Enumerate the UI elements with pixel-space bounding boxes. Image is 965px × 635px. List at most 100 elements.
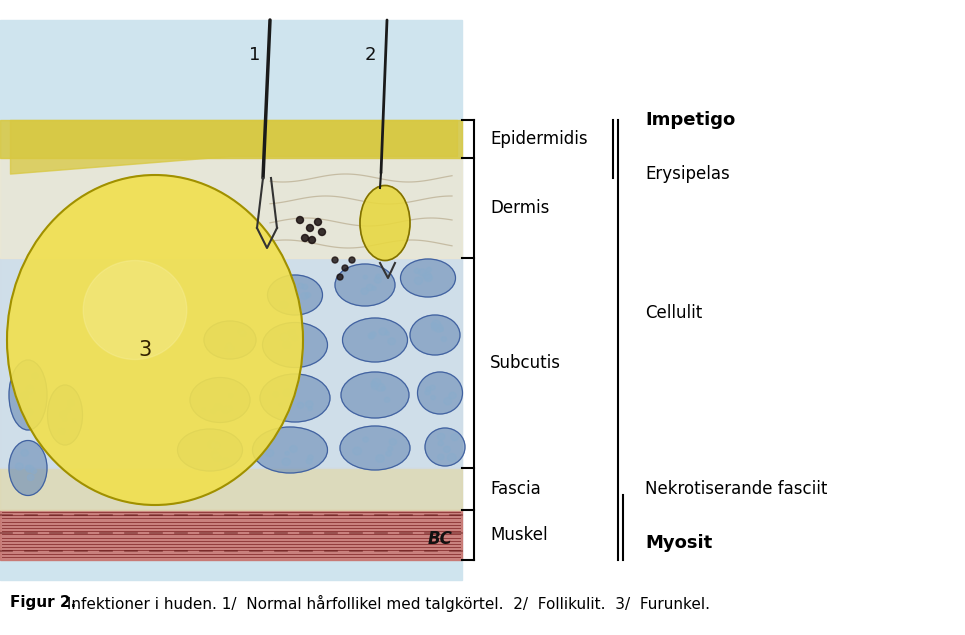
Ellipse shape bbox=[253, 427, 327, 473]
Ellipse shape bbox=[301, 234, 309, 241]
Ellipse shape bbox=[280, 333, 289, 341]
Ellipse shape bbox=[441, 337, 447, 342]
Ellipse shape bbox=[434, 324, 443, 332]
Ellipse shape bbox=[21, 450, 28, 456]
Ellipse shape bbox=[297, 403, 304, 408]
Ellipse shape bbox=[228, 393, 234, 398]
Ellipse shape bbox=[444, 446, 451, 452]
Ellipse shape bbox=[211, 441, 220, 450]
Ellipse shape bbox=[308, 455, 314, 460]
Ellipse shape bbox=[262, 323, 327, 368]
Text: 2: 2 bbox=[364, 46, 375, 64]
Ellipse shape bbox=[335, 264, 395, 306]
Ellipse shape bbox=[363, 275, 368, 279]
Ellipse shape bbox=[282, 458, 290, 465]
Ellipse shape bbox=[372, 378, 381, 386]
Bar bbox=[0, 258, 462, 468]
Ellipse shape bbox=[425, 390, 430, 395]
Ellipse shape bbox=[228, 406, 233, 411]
Ellipse shape bbox=[429, 385, 435, 390]
Ellipse shape bbox=[444, 398, 452, 404]
Ellipse shape bbox=[375, 455, 384, 462]
Ellipse shape bbox=[427, 267, 431, 272]
Ellipse shape bbox=[207, 441, 216, 449]
Ellipse shape bbox=[400, 259, 455, 297]
Ellipse shape bbox=[451, 434, 458, 441]
Ellipse shape bbox=[449, 392, 456, 399]
Ellipse shape bbox=[210, 409, 216, 414]
Ellipse shape bbox=[439, 328, 443, 331]
Ellipse shape bbox=[265, 450, 274, 457]
Ellipse shape bbox=[385, 331, 389, 335]
Ellipse shape bbox=[279, 403, 283, 406]
Ellipse shape bbox=[267, 275, 322, 315]
Ellipse shape bbox=[371, 331, 376, 337]
Ellipse shape bbox=[24, 408, 33, 416]
Text: Fascia: Fascia bbox=[490, 480, 540, 498]
Ellipse shape bbox=[230, 346, 234, 351]
Text: Dermis: Dermis bbox=[490, 199, 549, 217]
Ellipse shape bbox=[381, 387, 385, 391]
Ellipse shape bbox=[379, 328, 387, 335]
Ellipse shape bbox=[26, 385, 34, 392]
Ellipse shape bbox=[368, 333, 374, 338]
Ellipse shape bbox=[389, 439, 397, 445]
Ellipse shape bbox=[20, 392, 29, 400]
Ellipse shape bbox=[342, 265, 348, 271]
Ellipse shape bbox=[25, 411, 31, 417]
Ellipse shape bbox=[372, 286, 376, 290]
Ellipse shape bbox=[288, 329, 296, 337]
Ellipse shape bbox=[425, 428, 465, 466]
Ellipse shape bbox=[215, 444, 219, 448]
Ellipse shape bbox=[213, 454, 221, 462]
Ellipse shape bbox=[272, 392, 279, 398]
Ellipse shape bbox=[25, 465, 31, 471]
Ellipse shape bbox=[58, 428, 66, 435]
Ellipse shape bbox=[297, 283, 303, 288]
Ellipse shape bbox=[296, 217, 304, 224]
Ellipse shape bbox=[27, 474, 34, 481]
Ellipse shape bbox=[437, 454, 444, 460]
Ellipse shape bbox=[306, 401, 313, 408]
Ellipse shape bbox=[301, 293, 308, 299]
Ellipse shape bbox=[282, 335, 289, 340]
Ellipse shape bbox=[423, 272, 431, 279]
Text: Nekrotiserande fasciit: Nekrotiserande fasciit bbox=[645, 480, 827, 498]
Ellipse shape bbox=[388, 338, 396, 345]
Ellipse shape bbox=[343, 318, 407, 362]
Ellipse shape bbox=[62, 417, 68, 422]
Ellipse shape bbox=[204, 321, 256, 359]
Ellipse shape bbox=[227, 343, 232, 347]
Ellipse shape bbox=[431, 324, 438, 330]
Ellipse shape bbox=[361, 288, 369, 295]
Ellipse shape bbox=[332, 257, 338, 263]
Text: Infektioner i huden. 1/  Normal hårfollikel med talgkörtel.  2/  Follikulit.  3/: Infektioner i huden. 1/ Normal hårfollik… bbox=[62, 595, 710, 612]
Ellipse shape bbox=[386, 451, 392, 456]
Ellipse shape bbox=[353, 447, 362, 455]
Ellipse shape bbox=[384, 398, 390, 402]
Ellipse shape bbox=[340, 426, 410, 470]
Ellipse shape bbox=[367, 284, 373, 291]
Text: Impetigo: Impetigo bbox=[645, 111, 735, 129]
Ellipse shape bbox=[280, 301, 289, 309]
Ellipse shape bbox=[372, 384, 378, 389]
Ellipse shape bbox=[260, 374, 330, 422]
Ellipse shape bbox=[28, 389, 34, 394]
Text: Cellulit: Cellulit bbox=[645, 304, 703, 322]
Ellipse shape bbox=[178, 429, 242, 471]
Ellipse shape bbox=[414, 277, 423, 284]
Ellipse shape bbox=[32, 373, 39, 379]
Text: Muskel: Muskel bbox=[490, 526, 547, 544]
Ellipse shape bbox=[438, 441, 443, 446]
Ellipse shape bbox=[363, 437, 369, 442]
Ellipse shape bbox=[430, 396, 435, 399]
Ellipse shape bbox=[306, 458, 313, 464]
Ellipse shape bbox=[31, 469, 37, 474]
Ellipse shape bbox=[190, 377, 250, 422]
Ellipse shape bbox=[318, 229, 325, 236]
Ellipse shape bbox=[419, 269, 427, 276]
Ellipse shape bbox=[225, 345, 233, 352]
Ellipse shape bbox=[410, 315, 460, 355]
Ellipse shape bbox=[308, 407, 313, 411]
Ellipse shape bbox=[239, 331, 246, 337]
